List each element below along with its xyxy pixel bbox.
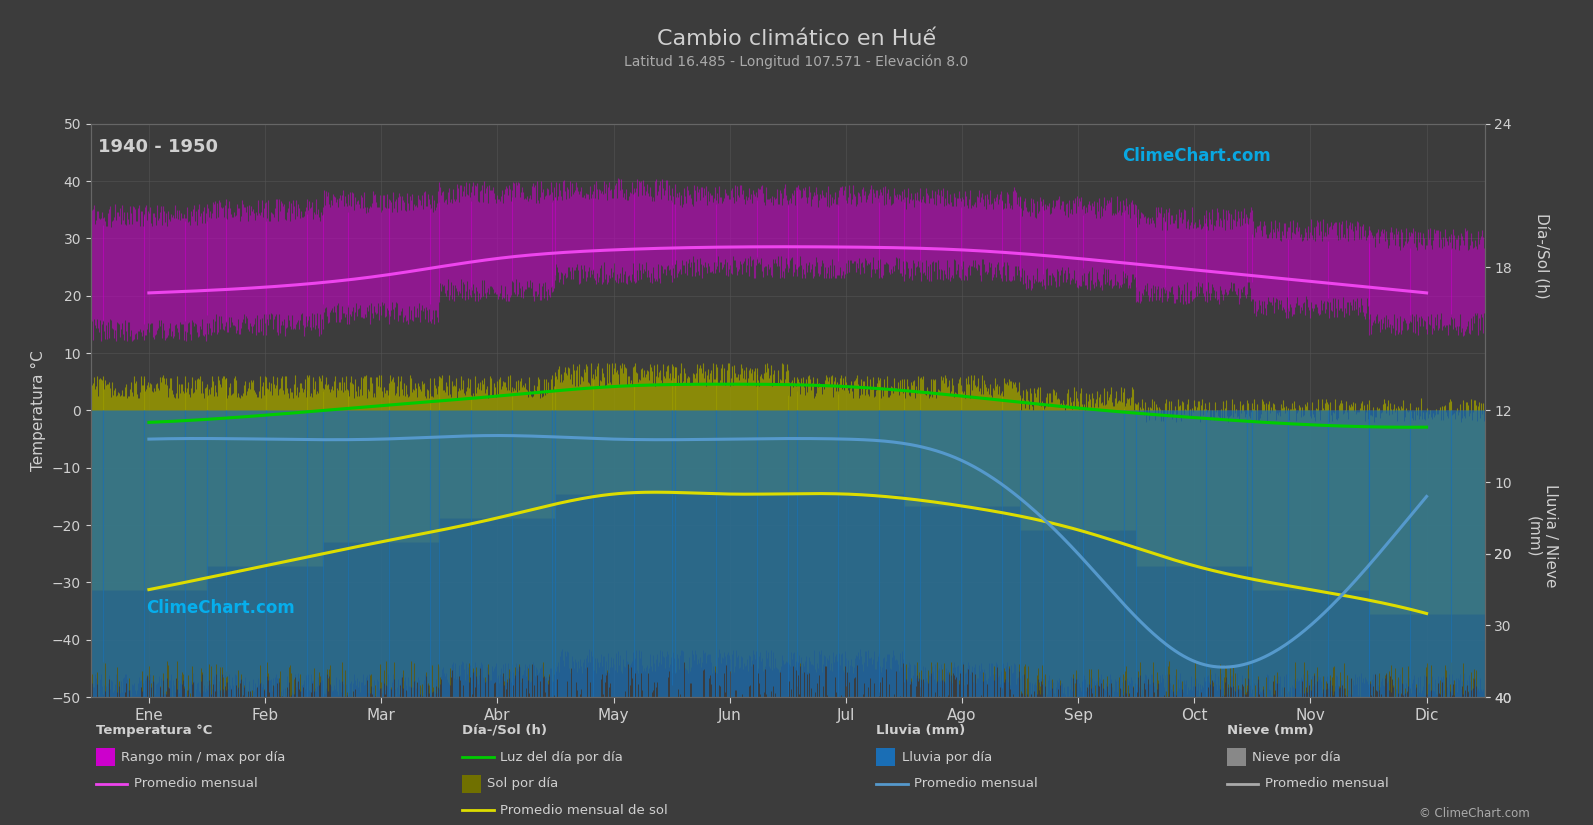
Text: 1940 - 1950: 1940 - 1950 xyxy=(97,138,218,156)
Text: Promedio mensual: Promedio mensual xyxy=(134,777,258,790)
Text: Lluvia / Nieve
(mm): Lluvia / Nieve (mm) xyxy=(1526,484,1558,588)
Text: Promedio mensual: Promedio mensual xyxy=(914,777,1039,790)
Text: ClimeChart.com: ClimeChart.com xyxy=(147,599,295,617)
Text: Día-/Sol (h): Día-/Sol (h) xyxy=(462,724,546,737)
Text: Promedio mensual: Promedio mensual xyxy=(1265,777,1389,790)
Text: © ClimeChart.com: © ClimeChart.com xyxy=(1418,807,1529,820)
Text: Luz del día por día: Luz del día por día xyxy=(500,751,623,764)
Text: Temperatura °C: Temperatura °C xyxy=(96,724,212,737)
Text: Cambio climático en Huế: Cambio climático en Huế xyxy=(656,29,937,49)
Text: Latitud 16.485 - Longitud 107.571 - Elevación 8.0: Latitud 16.485 - Longitud 107.571 - Elev… xyxy=(624,54,969,69)
Text: ClimeChart.com: ClimeChart.com xyxy=(1123,147,1271,165)
Text: Rango min / max por día: Rango min / max por día xyxy=(121,751,285,764)
Text: Sol por día: Sol por día xyxy=(487,777,559,790)
Text: Lluvia (mm): Lluvia (mm) xyxy=(876,724,965,737)
Text: Nieve (mm): Nieve (mm) xyxy=(1227,724,1313,737)
Text: Nieve por día: Nieve por día xyxy=(1252,751,1341,764)
Text: Día-/Sol (h): Día-/Sol (h) xyxy=(1534,213,1550,299)
Text: Promedio mensual de sol: Promedio mensual de sol xyxy=(500,804,667,817)
Text: Lluvia por día: Lluvia por día xyxy=(902,751,992,764)
Y-axis label: Temperatura °C: Temperatura °C xyxy=(32,350,46,471)
